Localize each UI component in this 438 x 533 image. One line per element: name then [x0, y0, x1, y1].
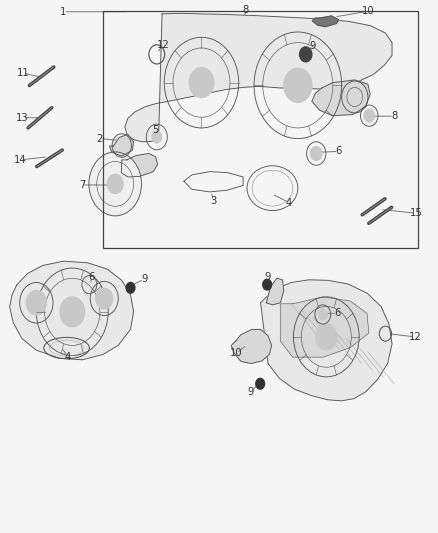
Text: 13: 13 [16, 113, 28, 123]
Text: 6: 6 [336, 147, 342, 156]
Text: 12: 12 [157, 40, 170, 50]
Text: 3: 3 [210, 196, 216, 206]
Circle shape [96, 288, 113, 309]
Text: 6: 6 [88, 272, 95, 281]
Text: 2: 2 [97, 134, 103, 143]
Circle shape [311, 147, 322, 160]
Polygon shape [266, 278, 284, 305]
Polygon shape [125, 13, 392, 142]
Text: 8: 8 [242, 5, 248, 14]
Text: 4: 4 [286, 198, 292, 207]
Text: 9: 9 [141, 274, 147, 284]
Polygon shape [110, 134, 134, 156]
Circle shape [189, 68, 214, 98]
Polygon shape [121, 154, 158, 177]
Text: 1: 1 [60, 7, 67, 17]
Text: 4: 4 [65, 352, 71, 361]
Text: 15: 15 [410, 208, 423, 218]
Polygon shape [10, 261, 134, 360]
Text: 9: 9 [264, 272, 270, 281]
Circle shape [300, 47, 312, 62]
Polygon shape [312, 80, 370, 116]
Polygon shape [261, 280, 392, 401]
Circle shape [284, 68, 312, 102]
Text: 10: 10 [230, 349, 243, 358]
Polygon shape [280, 297, 369, 357]
Circle shape [107, 174, 123, 193]
Circle shape [152, 131, 162, 143]
Circle shape [364, 109, 374, 122]
Circle shape [256, 378, 265, 389]
Circle shape [126, 282, 135, 293]
Text: 14: 14 [14, 155, 27, 165]
Text: 11: 11 [16, 68, 29, 78]
Text: 9: 9 [310, 41, 316, 51]
Circle shape [316, 324, 337, 350]
Circle shape [318, 309, 327, 320]
Text: 6: 6 [334, 309, 340, 318]
Text: 10: 10 [362, 6, 374, 16]
Text: 9: 9 [248, 387, 254, 397]
Text: 12: 12 [408, 332, 421, 342]
Circle shape [60, 297, 85, 327]
Bar [103, 11, 418, 248]
Text: 5: 5 [152, 125, 158, 134]
Polygon shape [312, 16, 339, 27]
Polygon shape [231, 329, 272, 364]
Circle shape [26, 290, 46, 315]
Text: 7: 7 [79, 180, 85, 190]
Circle shape [89, 152, 141, 216]
Circle shape [263, 279, 272, 290]
Text: 8: 8 [391, 111, 397, 121]
